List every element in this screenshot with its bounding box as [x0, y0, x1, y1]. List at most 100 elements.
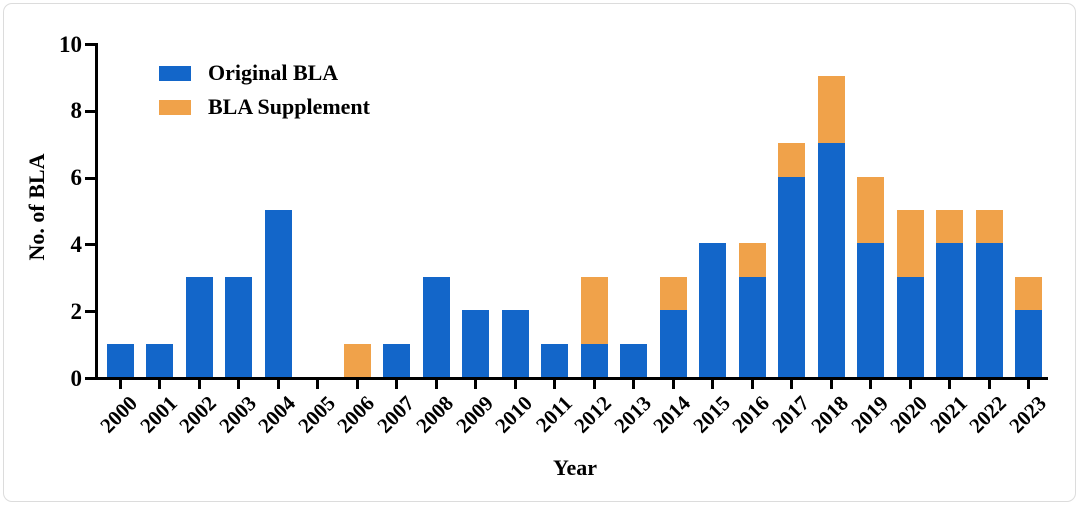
- x-tick-label-2016: 2016: [727, 391, 774, 438]
- y-tick-6: [85, 176, 96, 180]
- x-tick-2011: [553, 380, 556, 389]
- bar-segment-bla-supplement-2023: [1015, 276, 1042, 311]
- x-tick-2001: [158, 380, 161, 389]
- legend-swatch-original-bla: [159, 65, 191, 81]
- bar-segment-original-bla-2016: [738, 276, 766, 377]
- bar-segment-original-bla-2009: [462, 310, 489, 377]
- bar-segment-bla-supplement-2018: [817, 76, 845, 144]
- bar-segment-original-bla-2012: [580, 343, 608, 377]
- bar-segment-original-bla-2000: [106, 343, 134, 377]
- y-axis-title: No. of BLA: [24, 153, 49, 261]
- bar-segment-original-bla-2022: [975, 243, 1003, 377]
- x-tick-label-2009: 2009: [450, 391, 498, 438]
- x-tick-2012: [592, 380, 596, 389]
- bar-segment-original-bla-2020: [896, 276, 924, 377]
- x-tick-label-2001: 2001: [134, 391, 182, 438]
- y-tick-4: [85, 243, 96, 247]
- bar-segment-original-bla-2021: [936, 243, 963, 377]
- x-tick-2020: [908, 380, 912, 389]
- bar-segment-original-bla-2013: [620, 343, 647, 377]
- y-tick-2: [85, 310, 96, 314]
- x-tick-2006: [355, 380, 359, 389]
- bar-segment-original-bla-2015: [699, 243, 726, 377]
- x-tick-2018: [829, 380, 833, 389]
- y-tick-8: [85, 109, 96, 113]
- legend: Original BLA BLA Supplement: [159, 60, 370, 129]
- x-tick-2023: [1027, 380, 1030, 389]
- bar-segment-original-bla-2017: [778, 176, 805, 377]
- bar-segment-bla-supplement-2006: [343, 343, 371, 377]
- x-axis-title: Year: [553, 455, 597, 480]
- x-tick-2017: [790, 380, 793, 389]
- x-tick-label-2004: 2004: [253, 391, 300, 438]
- bar-segment-original-bla-2023: [1015, 310, 1042, 377]
- x-axis-line: [95, 377, 1048, 380]
- x-tick-2008: [434, 380, 438, 389]
- x-tick-2013: [632, 380, 635, 389]
- bar-segment-bla-supplement-2012: [580, 276, 608, 344]
- y-axis-line: [95, 43, 98, 380]
- bar-segment-bla-supplement-2021: [936, 210, 963, 244]
- bar-segment-original-bla-2002: [185, 276, 213, 377]
- bar-segment-bla-supplement-2016: [738, 243, 766, 277]
- x-tick-2004: [276, 380, 280, 389]
- bar-segment-original-bla-2004: [264, 210, 292, 377]
- bar-segment-original-bla-2008: [422, 276, 450, 377]
- x-tick-label-2005: 2005: [292, 391, 340, 438]
- legend-label-bla-supplement: BLA Supplement: [208, 94, 370, 119]
- bar-segment-original-bla-2001: [146, 343, 173, 377]
- x-tick-2010: [513, 380, 517, 389]
- y-tick-0: [85, 377, 96, 380]
- legend-item-original-bla: Original BLA: [159, 60, 370, 85]
- bar-segment-bla-supplement-2020: [896, 210, 924, 277]
- x-tick-label-2013: 2013: [608, 391, 656, 438]
- y-tick-label-4: 4: [70, 231, 83, 257]
- bar-segment-original-bla-2010: [501, 310, 529, 377]
- legend-swatch-bla-supplement: [159, 99, 191, 115]
- x-tick-label-2017: 2017: [766, 391, 814, 438]
- x-tick-label-2011: 2011: [530, 391, 577, 437]
- bar-segment-original-bla-2019: [857, 243, 884, 377]
- x-tick-label-2008: 2008: [411, 391, 458, 438]
- y-tick-10: [85, 43, 96, 46]
- x-tick-label-2021: 2021: [924, 391, 972, 438]
- legend-item-bla-supplement: BLA Supplement: [159, 94, 370, 119]
- y-tick-label-6: 6: [70, 165, 83, 191]
- x-tick-2022: [987, 380, 991, 389]
- x-tick-2005: [316, 380, 319, 389]
- x-tick-label-2007: 2007: [371, 391, 419, 438]
- x-tick-2002: [197, 380, 201, 389]
- y-tick-label-0: 0: [70, 365, 83, 391]
- x-tick-label-2000: 2000: [95, 391, 142, 438]
- x-tick-label-2020: 2020: [885, 391, 932, 438]
- x-tick-label-2014: 2014: [648, 391, 695, 438]
- y-tick-label-10: 10: [59, 31, 82, 57]
- x-tick-label-2018: 2018: [806, 391, 853, 438]
- x-tick-2019: [869, 380, 872, 389]
- x-tick-label-2006: 2006: [332, 391, 379, 438]
- x-tick-label-2019: 2019: [845, 391, 893, 438]
- x-tick-2000: [118, 380, 122, 389]
- y-tick-label-8: 8: [70, 98, 83, 124]
- bar-segment-original-bla-2018: [817, 143, 845, 377]
- x-tick-label-2003: 2003: [213, 391, 261, 438]
- bar-segment-bla-supplement-2019: [857, 176, 884, 244]
- x-tick-2009: [474, 380, 477, 389]
- x-tick-2003: [237, 380, 240, 389]
- y-tick-label-2: 2: [70, 298, 83, 324]
- bar-segment-original-bla-2007: [383, 343, 410, 377]
- bar-segment-original-bla-2014: [659, 310, 687, 377]
- x-tick-2015: [711, 380, 714, 389]
- x-tick-label-2022: 2022: [964, 391, 1011, 438]
- x-tick-label-2015: 2015: [687, 391, 735, 438]
- legend-label-original-bla: Original BLA: [208, 60, 339, 85]
- x-tick-2021: [948, 380, 951, 389]
- x-tick-2007: [395, 380, 398, 389]
- x-tick-2016: [750, 380, 754, 389]
- bar-segment-bla-supplement-2014: [659, 276, 687, 311]
- x-tick-2014: [671, 380, 675, 389]
- x-tick-label-2002: 2002: [174, 391, 221, 438]
- x-tick-label-2023: 2023: [1003, 391, 1051, 438]
- x-tick-label-2010: 2010: [490, 391, 537, 438]
